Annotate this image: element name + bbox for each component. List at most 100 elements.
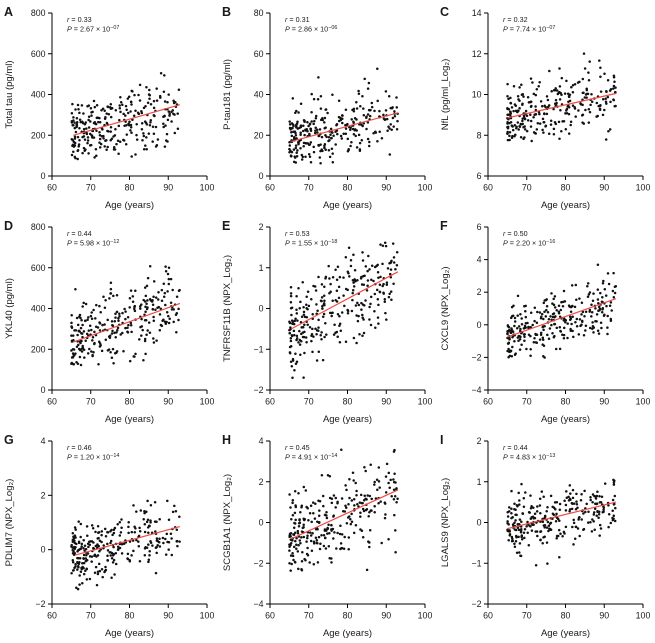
data-point (551, 512, 555, 515)
data-point (71, 560, 75, 564)
data-point (533, 319, 536, 323)
data-point (341, 121, 344, 125)
data-point (601, 97, 605, 101)
data-point (614, 86, 617, 89)
data-point (101, 323, 104, 327)
data-point (612, 517, 615, 520)
data-point (299, 131, 302, 134)
data-point (544, 298, 548, 302)
data-point (529, 100, 533, 104)
data-point (347, 271, 350, 275)
data-point (359, 515, 362, 518)
data-point (587, 293, 591, 296)
data-point (548, 69, 551, 73)
data-point (329, 127, 333, 131)
data-point (362, 509, 366, 513)
data-point (288, 151, 291, 154)
data-point (145, 546, 149, 549)
data-point (319, 107, 323, 110)
data-point (156, 138, 160, 141)
data-point (144, 305, 147, 308)
x-tick-label: 70 (304, 611, 314, 621)
x-axis-label: Age (years) (105, 628, 154, 639)
data-point (588, 291, 592, 294)
data-point (316, 131, 319, 134)
data-point (359, 493, 363, 497)
data-point (391, 242, 395, 245)
data-point (319, 149, 322, 153)
data-point (71, 102, 74, 106)
data-point (72, 144, 76, 147)
data-point (336, 312, 340, 316)
x-tick-label: 90 (599, 397, 609, 407)
data-point (146, 306, 149, 309)
data-point (303, 517, 307, 521)
data-point (360, 123, 363, 127)
data-point (126, 552, 130, 556)
data-point (363, 465, 366, 469)
data-point (513, 542, 516, 546)
y-tick-label: 0 (259, 304, 264, 314)
data-point (534, 113, 537, 116)
data-point (84, 559, 88, 563)
data-point (572, 543, 575, 546)
data-point (612, 478, 615, 482)
data-point (381, 284, 384, 288)
trend-line (507, 92, 617, 119)
data-point (156, 306, 159, 310)
data-point (545, 541, 549, 544)
data-point (312, 145, 315, 149)
data-point (353, 269, 357, 272)
data-point (595, 502, 599, 505)
data-point (143, 337, 147, 341)
data-point (151, 544, 154, 547)
data-point (376, 298, 380, 301)
data-point (523, 528, 527, 531)
data-point (549, 315, 552, 318)
data-point (311, 327, 314, 331)
data-point (373, 292, 377, 296)
data-point (546, 506, 549, 509)
data-point (599, 321, 603, 324)
data-point (534, 93, 538, 97)
data-point (554, 98, 558, 102)
data-point (316, 98, 320, 101)
y-tick-label: 800 (31, 222, 46, 232)
data-point (379, 243, 382, 246)
data-point (574, 115, 577, 118)
data-point (568, 484, 572, 487)
y-axis-label: NfL (pg/ml_Log₂) (440, 59, 451, 130)
data-point (542, 328, 545, 332)
y-tick-label: 40 (254, 90, 264, 100)
data-point (532, 523, 535, 526)
data-point (541, 336, 545, 339)
data-point (291, 97, 295, 100)
data-point (298, 307, 301, 310)
data-point (72, 150, 75, 154)
data-point (580, 313, 583, 316)
data-point (289, 569, 292, 572)
data-point (82, 330, 86, 333)
data-point (558, 85, 562, 88)
data-point (612, 84, 616, 88)
data-point (317, 275, 320, 279)
data-point (108, 336, 112, 339)
data-point (316, 561, 320, 564)
data-point (111, 533, 114, 537)
data-point (594, 307, 597, 310)
data-point (344, 127, 348, 130)
data-point (596, 288, 600, 291)
data-point (575, 492, 578, 496)
data-point (100, 530, 104, 533)
data-point (291, 357, 295, 361)
data-point (554, 87, 557, 90)
data-point (549, 123, 553, 126)
data-point (320, 283, 324, 286)
data-point (70, 321, 73, 325)
data-point (608, 128, 612, 131)
data-point (288, 120, 291, 123)
data-point (79, 120, 82, 124)
data-point (312, 122, 315, 126)
data-point (98, 121, 102, 124)
